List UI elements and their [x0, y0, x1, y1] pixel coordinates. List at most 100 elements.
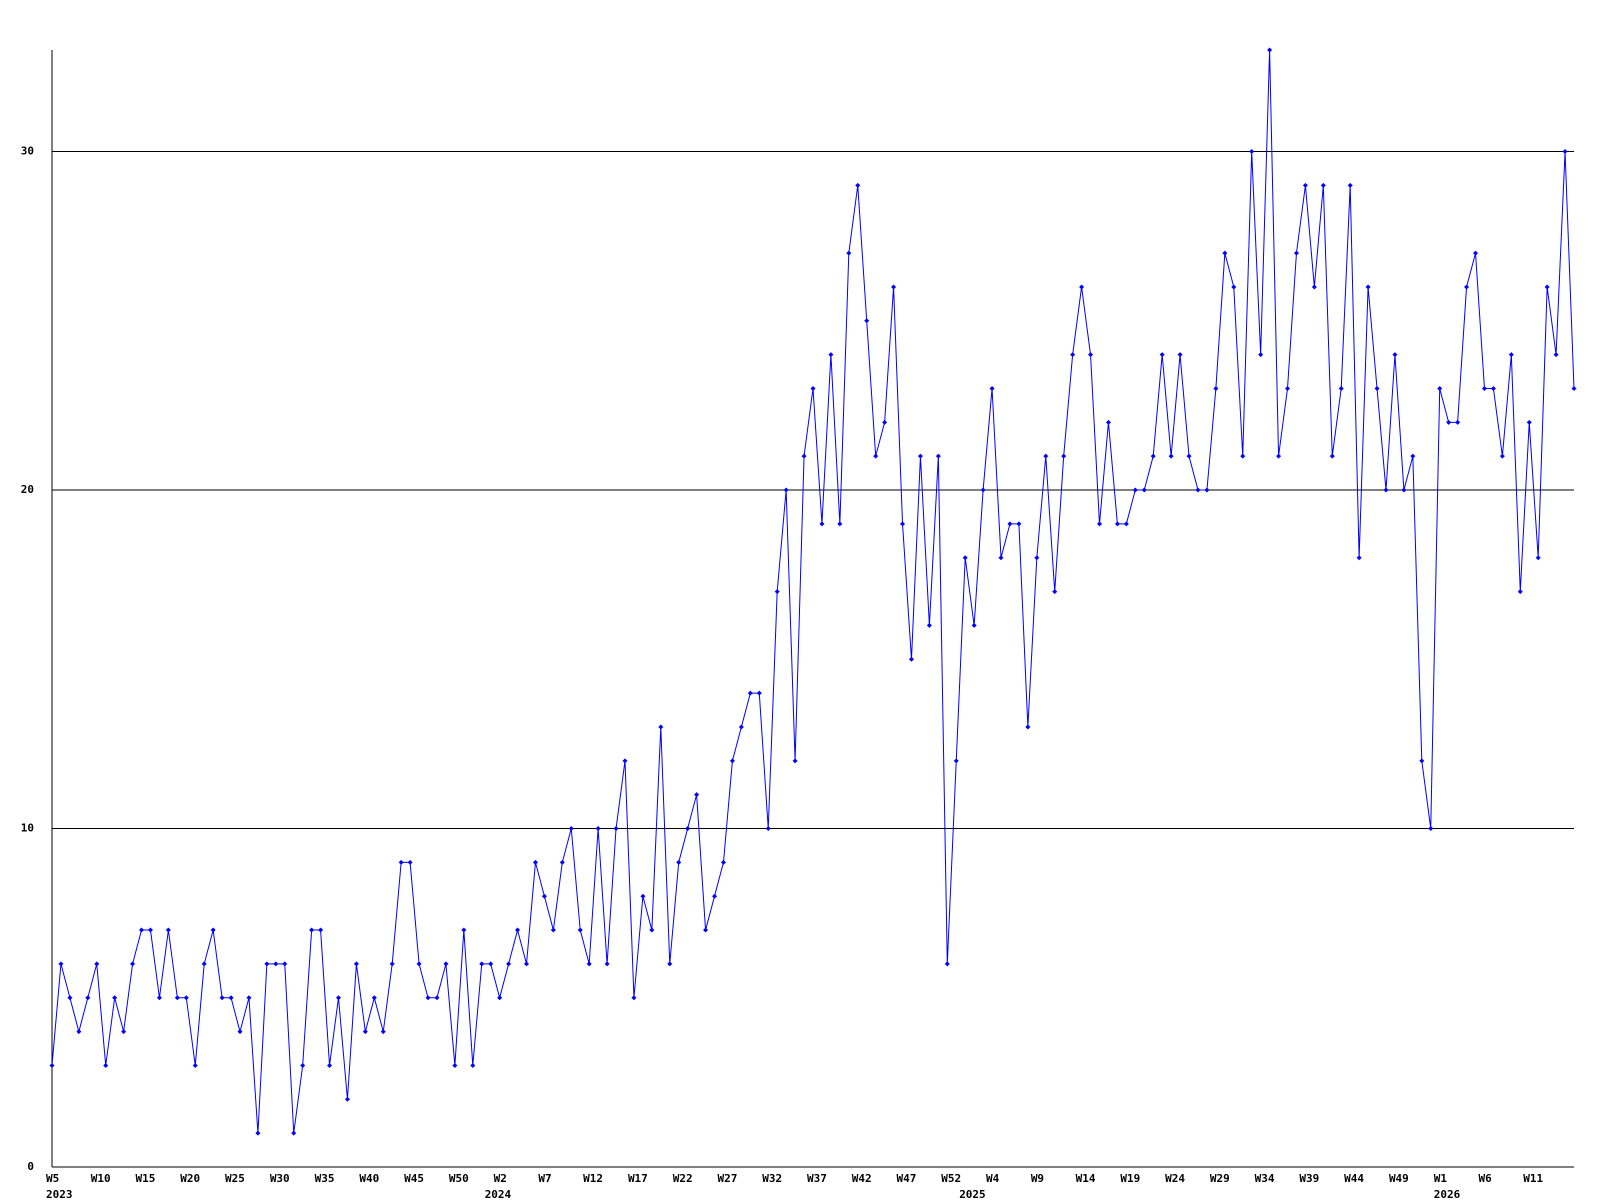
data-point [443, 961, 449, 967]
x-tick-label: W19 [1120, 1172, 1140, 1185]
data-point [1437, 385, 1443, 391]
data-point [667, 961, 673, 967]
data-point [1383, 487, 1389, 493]
data-point [85, 995, 91, 1001]
data-point [1123, 521, 1129, 527]
data-point [550, 927, 556, 933]
data-point [488, 961, 494, 967]
data-point [1320, 182, 1326, 188]
data-point [1132, 487, 1138, 493]
data-point [1025, 724, 1031, 730]
y-tick-label: 20 [21, 483, 34, 496]
data-point [470, 1062, 476, 1068]
x-tick-label: W39 [1299, 1172, 1319, 1185]
data-point [380, 1029, 386, 1035]
x-tick-label: W32 [762, 1172, 782, 1185]
data-point [1374, 385, 1380, 391]
y-tick-label: 30 [21, 145, 34, 158]
data-point [371, 995, 377, 1001]
x-tick-label: W6 [1478, 1172, 1492, 1185]
data-point [1473, 250, 1479, 256]
data-point [156, 995, 162, 1001]
data-point [1311, 284, 1317, 290]
data-point [640, 893, 646, 899]
x-tick-label: W40 [359, 1172, 379, 1185]
data-point [1347, 182, 1353, 188]
x-group-label: 2025 [959, 1188, 986, 1200]
data-point [926, 622, 932, 628]
x-tick-label: W11 [1523, 1172, 1543, 1185]
data-point [1285, 385, 1291, 391]
data-point [139, 927, 145, 933]
data-point [694, 792, 700, 798]
data-point [649, 927, 655, 933]
data-point [1079, 284, 1085, 290]
data-point [917, 453, 923, 459]
x-group-label: 2023 [46, 1188, 73, 1200]
data-point [300, 1062, 306, 1068]
data-point [1007, 521, 1013, 527]
data-point [1141, 487, 1147, 493]
data-point [1365, 284, 1371, 290]
data-point [112, 995, 118, 1001]
data-point [1490, 385, 1496, 391]
data-point [183, 995, 189, 1001]
data-point [1222, 250, 1228, 256]
data-point [568, 826, 574, 832]
data-point [658, 724, 664, 730]
data-point [1517, 589, 1523, 595]
data-point [479, 961, 485, 967]
data-point [416, 961, 422, 967]
x-tick-label: W5 [46, 1172, 59, 1185]
data-point [165, 927, 171, 933]
data-point [1401, 487, 1407, 493]
data-point [452, 1062, 458, 1068]
x-tick-label: W17 [628, 1172, 648, 1185]
data-point [1302, 182, 1308, 188]
data-point [864, 318, 870, 324]
data-point [1356, 555, 1362, 561]
data-point [891, 284, 897, 290]
x-tick-label: W42 [852, 1172, 872, 1185]
data-point [810, 385, 816, 391]
data-point [1159, 352, 1165, 358]
x-tick-label: W30 [270, 1172, 290, 1185]
data-point [1177, 352, 1183, 358]
data-point [1052, 589, 1058, 595]
data-point [353, 961, 359, 967]
y-tick-label: 10 [21, 822, 34, 835]
data-point [774, 589, 780, 595]
data-point [121, 1029, 127, 1035]
data-point [1508, 352, 1514, 358]
data-point [1526, 419, 1532, 425]
data-point [1544, 284, 1550, 290]
data-point [676, 859, 682, 865]
x-tick-label: W15 [136, 1172, 156, 1185]
data-point [747, 690, 753, 696]
data-point [1276, 453, 1282, 459]
data-point [846, 250, 852, 256]
x-group-label: 2024 [485, 1188, 512, 1200]
data-point [237, 1029, 243, 1035]
x-tick-label: W9 [1031, 1172, 1044, 1185]
data-point [515, 927, 521, 933]
data-point [1204, 487, 1210, 493]
data-point [1419, 758, 1425, 764]
data-point [228, 995, 234, 1001]
data-point [559, 859, 565, 865]
data-point [147, 927, 153, 933]
data-point [971, 622, 977, 628]
data-point [103, 1062, 109, 1068]
data-point [309, 927, 315, 933]
x-tick-label: W50 [449, 1172, 469, 1185]
data-point [398, 859, 404, 865]
data-point [738, 724, 744, 730]
data-point [282, 961, 288, 967]
data-point [335, 995, 341, 1001]
data-point [622, 758, 628, 764]
x-tick-label: W1 [1434, 1172, 1448, 1185]
data-point [1481, 385, 1487, 391]
data-point [1428, 826, 1434, 832]
data-point [344, 1096, 350, 1102]
data-point [94, 961, 100, 967]
